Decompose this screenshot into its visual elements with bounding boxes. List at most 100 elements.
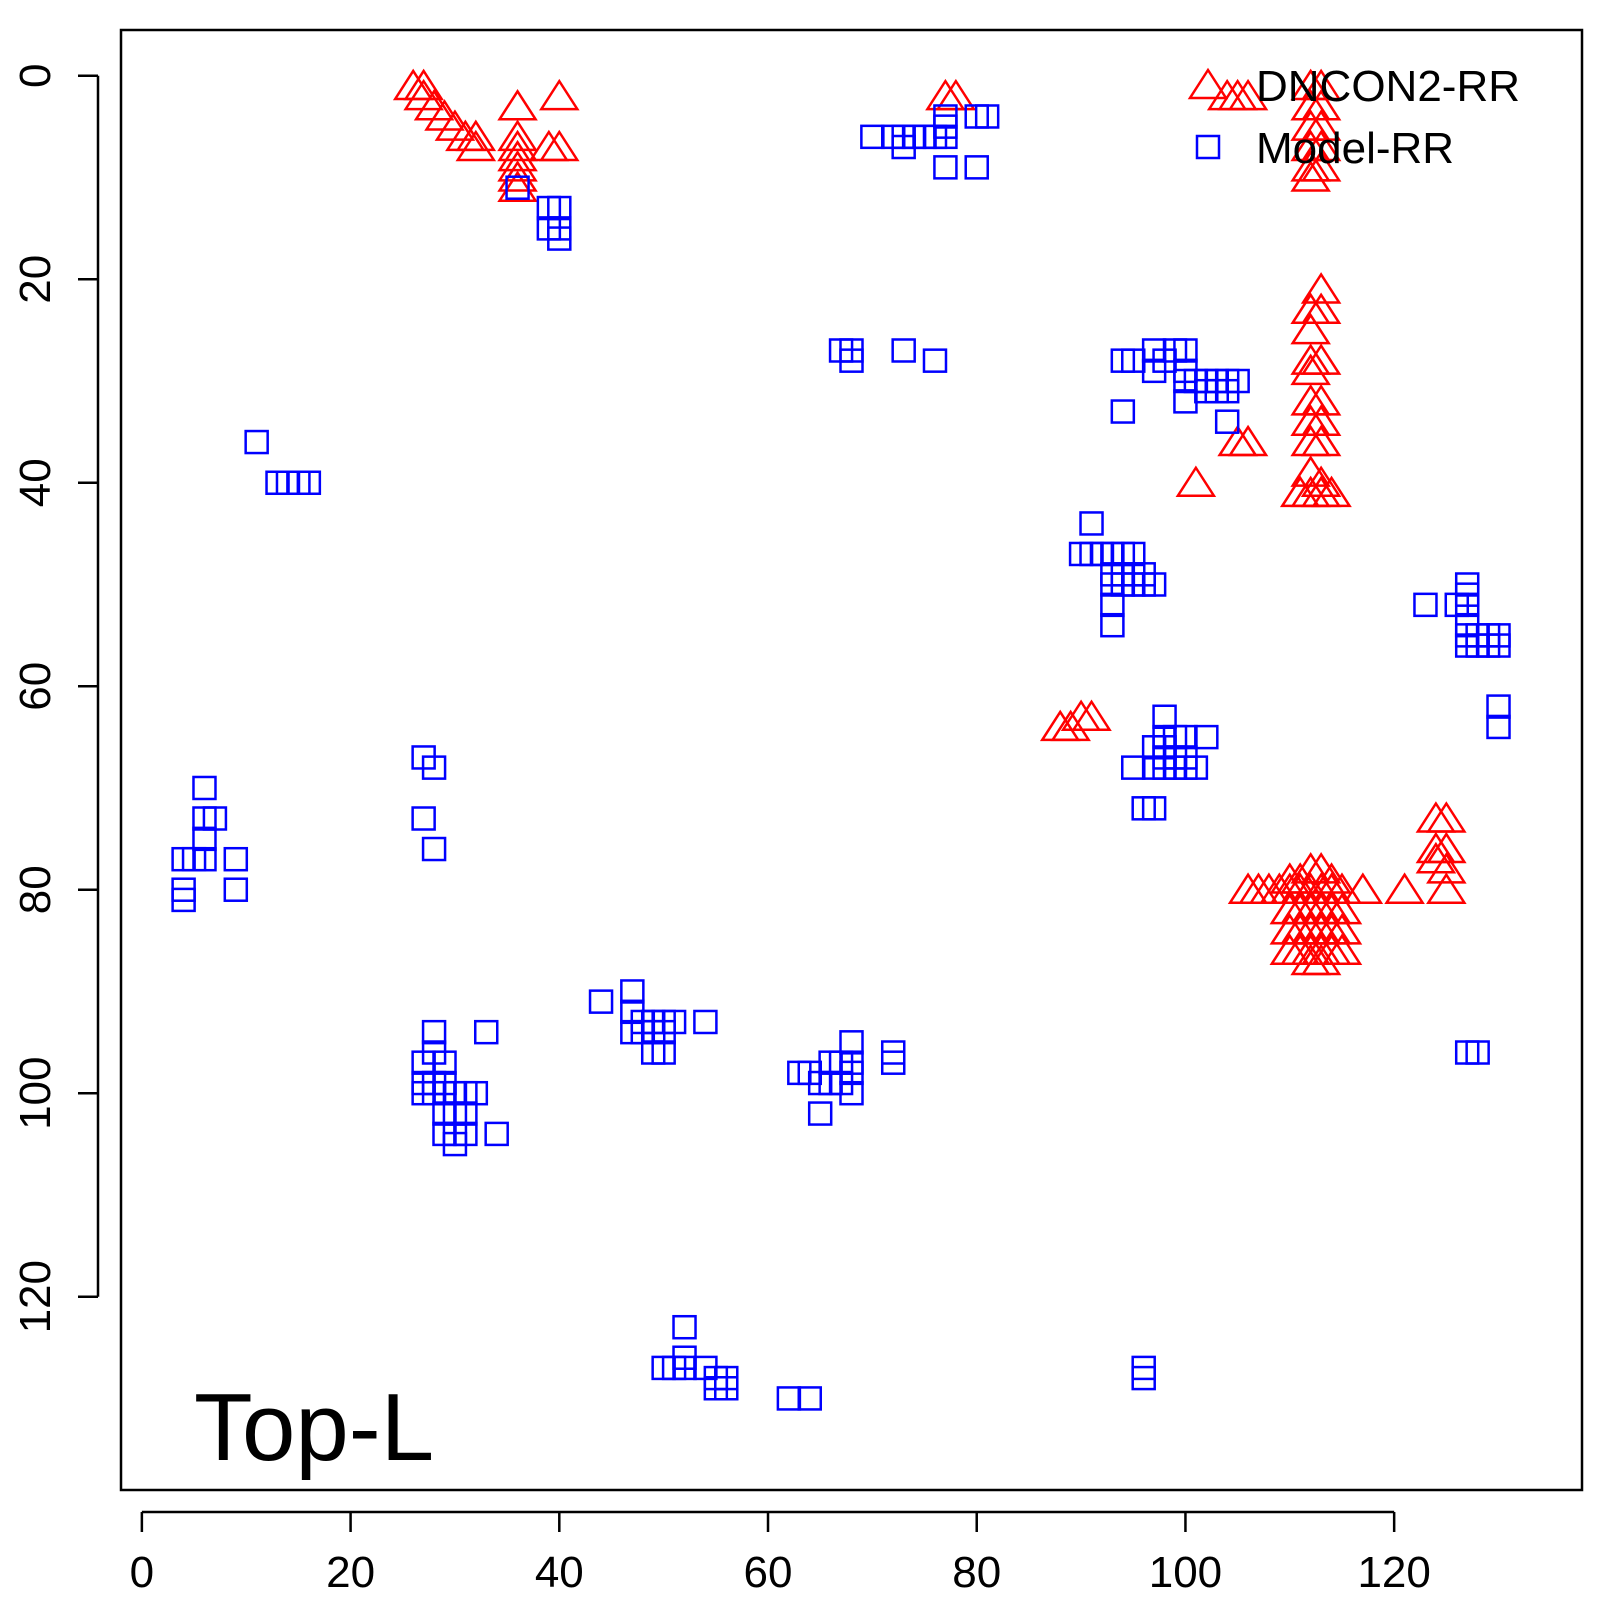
dncon2-rr-point [1300,404,1342,436]
model-rr-point [839,1080,864,1106]
model-rr-point [1141,358,1167,384]
dncon2-rr-point [497,170,538,202]
model-rr-point [411,806,436,831]
model-rr-point [421,836,447,862]
model-rr-point [1465,1040,1490,1065]
model-rr-point [860,124,885,150]
dncon2-rr-point [1227,424,1269,457]
model-rr-point [797,1386,823,1411]
model-rr-point [296,470,322,496]
legend-marker [1187,67,1229,100]
model-rr-point [661,1009,687,1035]
model-rr-point [922,348,948,373]
model-rr-point [192,826,217,852]
dncon2-rr-point [1300,68,1342,101]
model-rr-point [714,1376,739,1401]
y-tick-label: 80 [11,865,60,914]
x-axis: 0 20 40 60 80 100 120 [130,1510,1431,1597]
model-rr-point [839,1060,864,1086]
x-tick-label: 100 [1149,1548,1222,1597]
dncon2-rr-point [1300,943,1342,976]
model-rr-point [1100,592,1125,618]
model-rr-point [442,1131,468,1157]
y-tick-label: 60 [11,662,60,711]
model-rr-point [776,1386,802,1411]
model-rr-point [1413,592,1438,618]
model-rr-point [474,1019,499,1045]
panel-label: Top-L [194,1374,434,1481]
model-rr-point [880,1050,906,1075]
x-tick-label: 40 [535,1548,584,1597]
legend-label: Model-RR [1256,124,1454,173]
model-rr-point [620,979,645,1004]
model-rr-point [891,338,916,363]
dncon2-rr-point [455,129,497,162]
dncon2-rr-point [1426,852,1467,884]
dncon2-rr-point [497,150,538,182]
dncon2-rr-point [1300,384,1342,416]
dncon2-rr-point [1342,872,1384,904]
model-rr-point [1152,704,1177,730]
model-rr-point [1214,378,1240,404]
model-rr-point [1141,796,1167,821]
model-rr-point [1110,399,1136,424]
dncon2-rr-point [403,68,444,101]
model-rr-point [1100,612,1125,638]
dncon2-rr-point [1050,709,1091,742]
model-rr-point [693,1009,718,1035]
model-rr-point [192,846,217,872]
dncon2-rr-point [497,119,538,152]
dncon2-rr-point [1300,272,1342,304]
model-rr-point [1079,511,1104,536]
model-rr-point [974,104,1000,129]
model-rr-point [807,1101,833,1126]
model-rr-point [244,429,269,455]
model-rr-point [1486,633,1511,658]
model-rr-point [1173,338,1198,363]
dncon2-rr-point [1321,913,1363,945]
model-rr-point [1214,409,1240,434]
dncon2-rr-point [1071,699,1112,732]
dncon2-rr-point [1426,801,1467,833]
model-rr-point [505,175,530,200]
legend: DNCON2-RR Model-RR [1187,62,1520,173]
model-rr-point [1183,755,1209,780]
x-tick-label: 80 [952,1548,1001,1597]
dncon2-rr-point [497,129,538,162]
model-rr-point [672,1314,697,1340]
model-rr-point [223,877,249,902]
model-rr-point [839,1030,864,1055]
model-rr-point [933,104,958,129]
y-tick-label: 20 [11,255,60,304]
legend-label: DNCON2-RR [1256,62,1520,111]
model-rr-point [1131,562,1156,587]
dncon2-rr-point [1384,872,1425,904]
dncon2-rr-point [1300,424,1342,457]
dncon2-rr-point [1300,88,1342,121]
model-rr-point [839,348,864,373]
model-rr-point [933,155,958,180]
model-rr-point [1173,389,1198,414]
model-rr-point [1121,755,1146,780]
plot-frame [119,28,1584,1492]
dncon2-rr-point [1311,862,1352,894]
model-rr-point [223,846,249,872]
data-points [171,68,1511,1411]
dncon2-rr-point [1321,892,1363,925]
dncon2-rr-point [1321,933,1363,966]
model-rr-point [1486,694,1511,719]
dncon2-rr-point [497,88,538,121]
model-rr-point [651,1040,676,1065]
model-rr-point [1131,1365,1156,1391]
dncon2-rr-point [1290,160,1331,192]
dncon2-rr-point [1175,465,1217,498]
model-rr-point [1194,724,1219,750]
dncon2-rr-point [455,119,497,152]
model-rr-point [1486,714,1511,740]
dncon2-rr-point [1300,129,1342,162]
dncon2-rr-point [1290,312,1331,345]
y-tick-label: 120 [11,1260,60,1333]
legend-marker [1195,134,1221,160]
model-rr-point [421,1019,447,1045]
